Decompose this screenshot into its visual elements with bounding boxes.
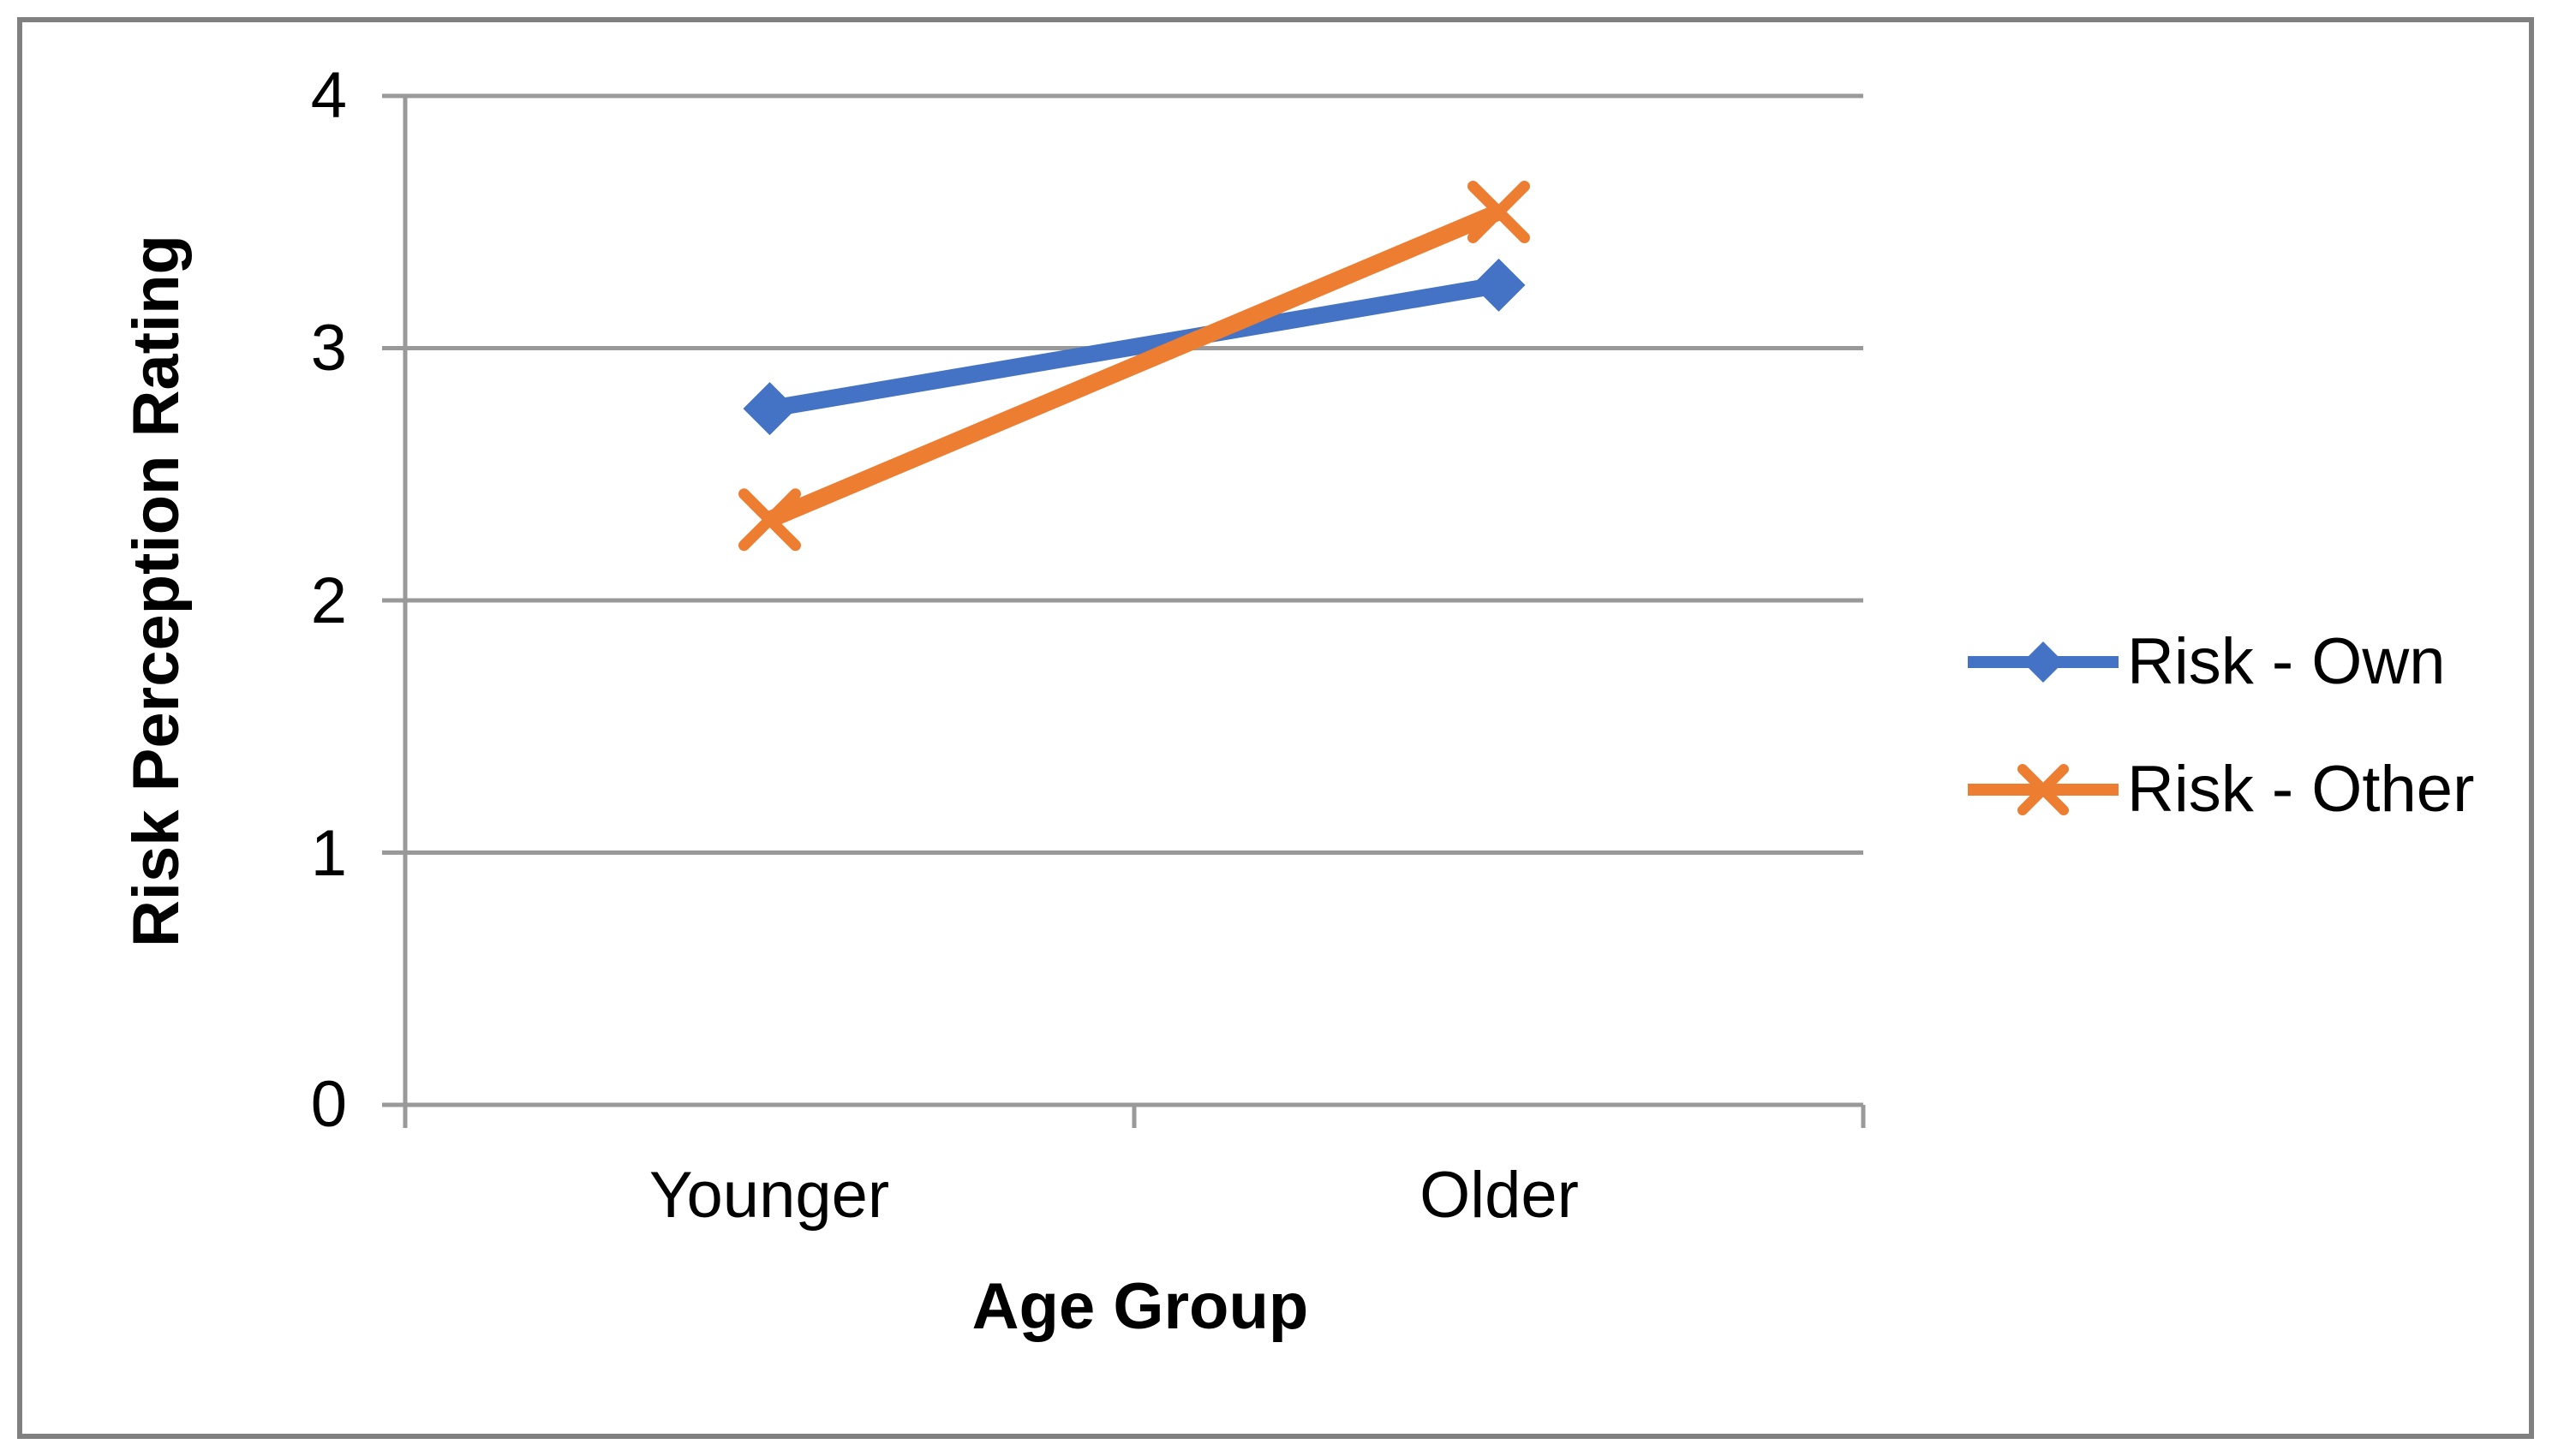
- y-tick-label-1: 1: [310, 817, 347, 890]
- y-tick-label-2: 2: [310, 564, 347, 637]
- y-tick-label-0: 0: [310, 1068, 347, 1141]
- legend-marker-own-icon: [1968, 641, 2119, 683]
- x-category-label-older: Older: [1419, 1159, 1579, 1232]
- y-tick-label-4: 4: [310, 59, 347, 132]
- legend-label-risk-own: Risk - Own: [2127, 625, 2446, 698]
- y-tick-label-3: 3: [310, 312, 347, 385]
- legend-marker-other-icon: [1968, 764, 2119, 815]
- y-axis-title: Risk Perception Rating: [120, 235, 193, 947]
- x-category-label-younger: Younger: [648, 1159, 890, 1232]
- legend-label-risk-other: Risk - Other: [2127, 753, 2475, 826]
- chart-border: [17, 17, 2534, 1439]
- x-axis-title: Age Group: [971, 1270, 1309, 1343]
